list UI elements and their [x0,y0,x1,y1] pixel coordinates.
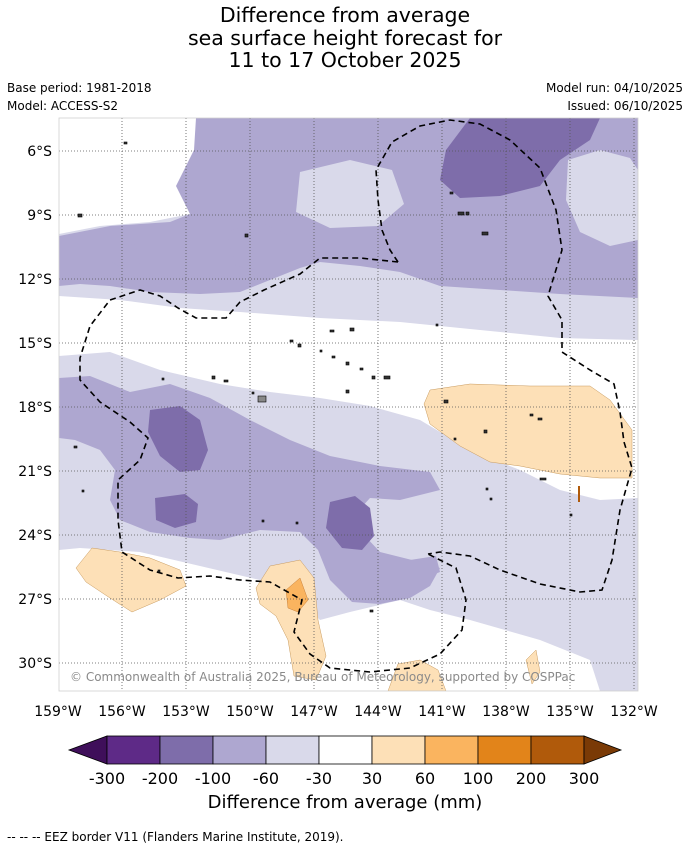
issued-date: Issued: 06/10/2025 [567,99,683,113]
lat-label-27s: 27°S [18,592,52,608]
islands [73,141,580,613]
title-line-3: 11 to 17 October 2025 [228,48,462,72]
eez-legend: -- -- -- EEZ border V11 (Flanders Marine… [7,830,344,844]
colorbar-extend-low [67,735,108,765]
lat-label-21s: 21°S [18,464,52,480]
lat-label-15s: 15°S [18,336,52,352]
lon-label-141w: 141°W [418,704,466,720]
lat-label-18s: 18°S [18,400,52,416]
colorbar-tick-label: -60 [253,769,279,788]
gridlines [59,118,638,691]
positive-anomaly-east [423,383,633,479]
colorbar-tick-label: -100 [195,769,231,788]
lon-label-156w: 156°W [98,704,146,720]
neutral-patch-northwest [59,118,200,234]
lon-label-147w: 147°W [290,704,338,720]
latitude-labels: 6°S 9°S 12°S 15°S 18°S 21°S 24°S 27°S 30… [18,144,52,672]
colorbar-swatch [424,735,479,765]
longitude-labels: 159°W 156°W 153°W 150°W 147°W 144°W 141°… [34,704,658,720]
title-line-2: sea surface height forecast for [187,25,503,50]
colorbar-tick-label: 100 [463,769,494,788]
lon-label-138w: 138°W [482,704,530,720]
map-title: Difference from average sea surface heig… [0,4,690,72]
eez-borders [79,119,633,673]
colorbar-swatch [159,735,214,765]
colorbar-title: Difference from average (mm) [207,792,483,813]
lat-label-24s: 24°S [18,528,52,544]
colorbar-swatch [212,735,267,765]
positive-anomaly-core [285,577,309,613]
colorbar-swatch [371,735,426,765]
negative-anomaly-south-strong [326,496,374,550]
meta-right: Model run: 04/10/2025 Issued: 06/10/2025 [546,79,683,115]
colorbar-swatch [265,735,320,765]
positive-anomaly-south-central [255,559,327,681]
positive-anomaly-small [525,649,541,685]
lon-label-135w: 135°W [546,704,594,720]
colorbar-swatch [530,735,585,765]
meta-left: Base period: 1981-2018 Model: ACCESS-S2 [7,79,152,115]
lat-label-12s: 12°S [18,272,52,288]
title-line-1: Difference from average [219,3,471,27]
neutral-patch-north-central [296,160,404,228]
lon-label-153w: 153°W [162,704,210,720]
model-run: Model run: 04/10/2025 [545,81,683,95]
colorbar-tick-label: 30 [362,769,382,788]
base-period: Base period: 1981-2018 [7,81,152,95]
map-area: © Commonwealth of Australia 2025, Bureau… [59,118,638,691]
map-frame [58,117,639,692]
colorbar-extend-high [583,735,623,765]
negative-anomaly-southwest-strong [155,494,198,528]
negative-anomaly-northeast-strong [440,118,600,198]
lat-label-30s: 30°S [18,656,52,672]
negative-anomaly-small-1 [226,222,292,272]
colorbar-tick-label: 60 [415,769,435,788]
colorbar-tick-label: -300 [89,769,125,788]
lon-label-150w: 150°W [226,704,274,720]
model-name: Model: ACCESS-S2 [7,99,119,113]
neutral-patch-northeast [566,150,638,246]
colorbar-swatch [477,735,532,765]
positive-anomaly-south-east [387,659,447,691]
negative-anomaly-small-2 [112,244,140,270]
negative-anomaly-small-3 [410,556,440,580]
colorbar-swatch [318,735,373,765]
colorbar: -300 -200 -100 -60 -30 30 60 100 200 300 [67,735,623,788]
colorbar-tick-label: 200 [516,769,547,788]
colorbar-tick-label: -30 [306,769,332,788]
lat-label-6s: 6°S [27,144,52,160]
colorbar-tick-label: 300 [569,769,600,788]
lon-label-159w: 159°W [34,704,82,720]
lat-label-9s: 9°S [27,208,52,224]
lon-label-144w: 144°W [354,704,402,720]
copyright-notice: © Commonwealth of Australia 2025, Bureau… [70,670,575,684]
negative-anomaly-west-strong [148,406,208,472]
colorbar-tick-label: -200 [142,769,178,788]
lon-label-132w: 132°W [610,704,658,720]
colorbar-swatch [106,735,161,765]
negative-anomaly-west-edge [59,392,84,436]
